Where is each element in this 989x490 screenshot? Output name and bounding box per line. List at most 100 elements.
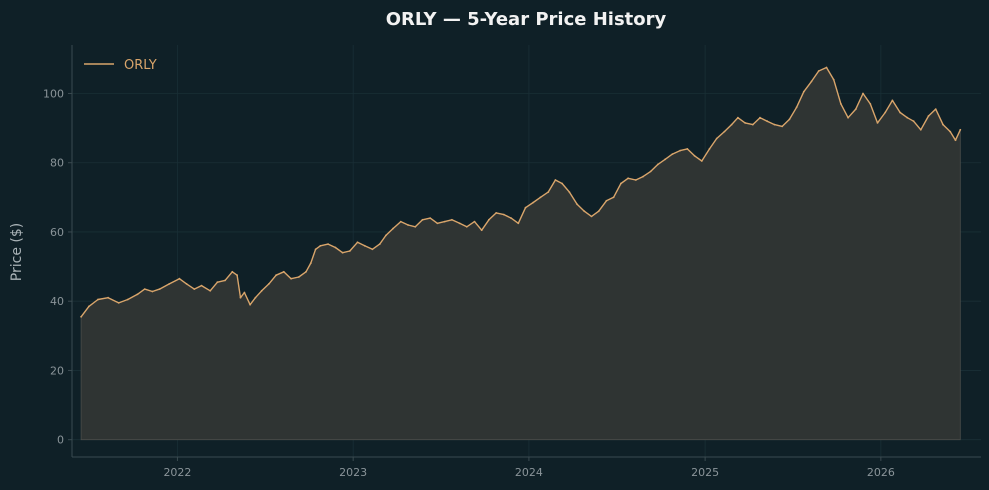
data-point — [117, 302, 120, 304]
data-point — [231, 270, 234, 273]
axes: 0 20 40 60 80 100 2022 2023 2024 2025 2026 — [43, 45, 981, 479]
data-point — [715, 137, 718, 140]
data-point — [590, 215, 593, 218]
data-point — [363, 244, 366, 247]
data-point — [927, 115, 930, 117]
data-point — [583, 210, 586, 213]
data-point — [891, 99, 894, 102]
data-point — [319, 244, 322, 247]
data-point — [832, 78, 835, 81]
data-point — [143, 288, 146, 290]
data-point — [348, 250, 351, 252]
data-point — [385, 234, 387, 237]
data-point — [634, 179, 637, 181]
data-point — [919, 128, 922, 131]
data-point — [178, 277, 181, 280]
data-point — [297, 276, 300, 278]
data-point — [254, 296, 257, 299]
data-point — [568, 191, 571, 194]
data-point — [158, 288, 161, 290]
data-point — [876, 122, 879, 124]
data-point — [341, 251, 344, 254]
data-point — [605, 199, 608, 202]
data-point — [107, 296, 109, 299]
data-point — [840, 103, 842, 105]
data-point — [825, 66, 828, 69]
data-point — [151, 290, 154, 293]
data-point — [708, 148, 711, 150]
data-point — [436, 222, 439, 225]
x-tick-label: 2025 — [691, 466, 719, 479]
data-point — [959, 128, 962, 131]
data-point — [458, 222, 461, 225]
data-point — [554, 179, 557, 181]
data-point — [612, 196, 615, 199]
data-point — [136, 293, 139, 296]
data-point — [126, 298, 129, 301]
data-point — [473, 220, 476, 223]
data-point — [239, 296, 242, 299]
data-point — [224, 279, 227, 282]
data-point — [371, 248, 374, 251]
y-tick-label: 20 — [50, 364, 64, 377]
data-point — [305, 270, 307, 273]
data-point — [942, 123, 944, 126]
data-point — [275, 274, 277, 277]
data-point — [649, 170, 652, 173]
data-point — [884, 111, 887, 114]
data-point — [899, 111, 901, 114]
y-tick-label: 0 — [57, 434, 64, 447]
data-point — [378, 243, 381, 246]
data-point — [209, 289, 212, 292]
data-point — [847, 116, 849, 119]
data-point — [627, 177, 629, 180]
data-point — [773, 123, 776, 126]
chart-title: ORLY — 5-Year Price History — [386, 9, 667, 30]
data-point — [392, 227, 394, 230]
data-point — [795, 106, 798, 109]
data-point — [334, 246, 337, 249]
data-point — [414, 225, 417, 228]
data-point — [766, 120, 769, 123]
data-point — [547, 191, 550, 194]
legend: ORLY — [84, 58, 157, 73]
data-point — [954, 139, 957, 142]
y-tick-label: 60 — [50, 226, 64, 239]
data-point — [532, 201, 535, 204]
data-point — [243, 291, 246, 294]
data-point — [185, 283, 188, 285]
data-point — [934, 108, 937, 110]
data-point — [671, 153, 674, 156]
y-tick-label: 100 — [43, 87, 64, 100]
data-point — [597, 210, 600, 213]
data-point — [912, 120, 915, 123]
data-point — [810, 80, 813, 83]
data-point — [443, 220, 446, 223]
data-point — [664, 158, 667, 161]
data-point — [216, 281, 219, 284]
data-point — [817, 70, 820, 72]
data-point — [869, 103, 872, 105]
data-point — [949, 130, 952, 133]
data-point — [290, 277, 292, 280]
data-point — [788, 118, 791, 121]
data-point — [730, 123, 733, 126]
x-tick-label: 2024 — [515, 466, 543, 479]
data-point — [503, 213, 505, 216]
y-tick-label: 80 — [50, 157, 64, 170]
data-point — [693, 154, 696, 157]
data-point — [723, 130, 726, 133]
series-layer — [80, 66, 962, 441]
x-tick-label: 2022 — [163, 466, 191, 479]
legend-label: ORLY — [124, 58, 157, 73]
x-tick-label: 2023 — [339, 466, 367, 479]
data-point — [260, 289, 263, 292]
data-point — [751, 123, 754, 126]
data-point — [429, 217, 432, 220]
data-point — [282, 270, 285, 273]
data-point — [561, 182, 563, 185]
data-point — [524, 206, 527, 209]
data-point — [356, 241, 359, 244]
data-point — [193, 288, 196, 290]
data-point — [236, 274, 239, 277]
